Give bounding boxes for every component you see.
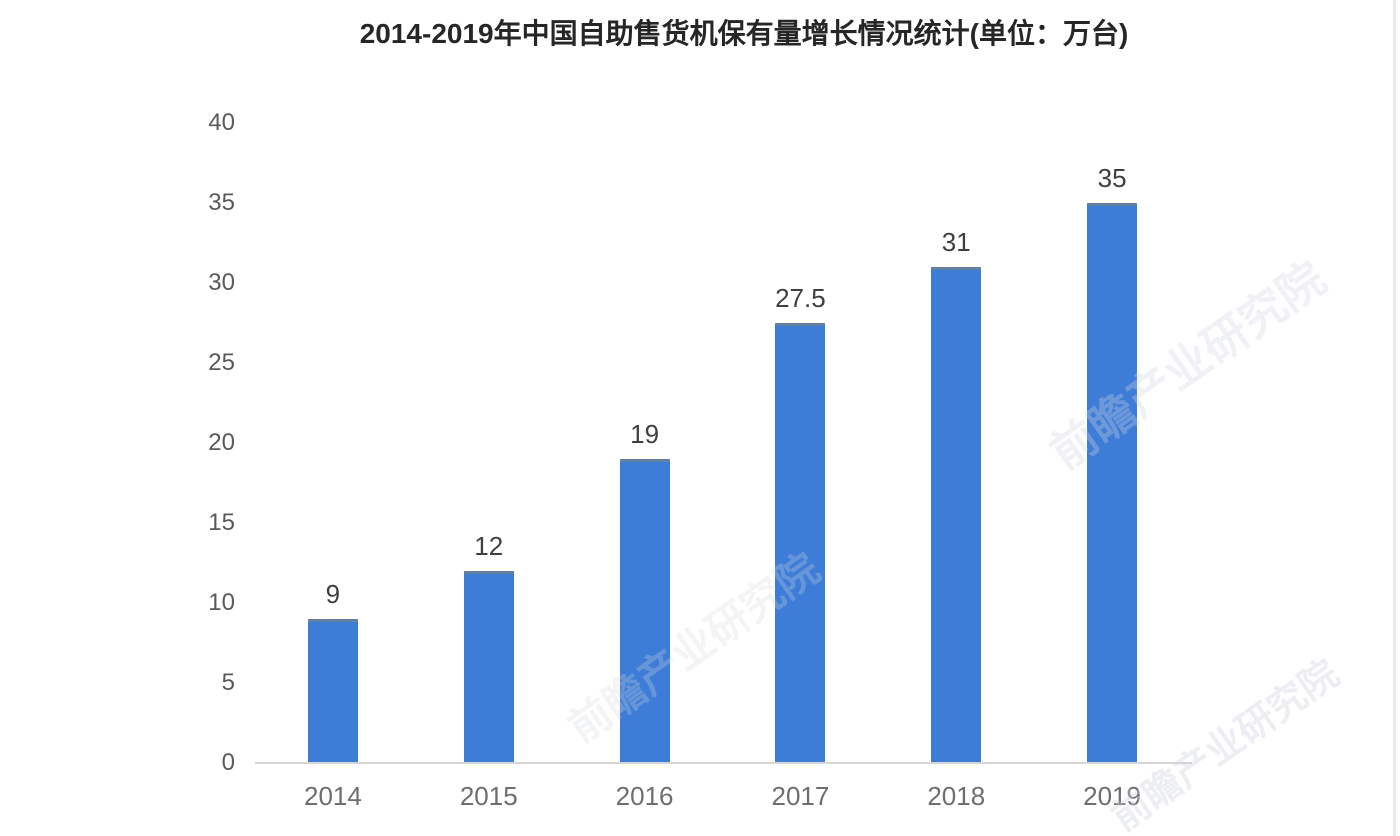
plot-area: 9 12 19 27.5 31 35 <box>255 123 1190 763</box>
bar-2016 <box>619 459 670 763</box>
y-tick-label: 15 <box>208 509 235 536</box>
bar-value-label: 12 <box>474 531 504 561</box>
x-tick-label-2019: 2019 <box>1083 781 1141 811</box>
bar-2017 <box>775 323 826 763</box>
y-tick-label: 30 <box>208 269 235 296</box>
bar-value-label: 31 <box>941 227 971 257</box>
x-tick-label-2015: 2015 <box>459 781 518 811</box>
bar-2018 <box>931 267 982 763</box>
x-tick-label-2017: 2017 <box>771 781 830 811</box>
y-tick-label: 10 <box>208 589 235 616</box>
bar-value-label: 9 <box>325 579 341 609</box>
x-tick-label-2018: 2018 <box>927 781 986 811</box>
y-tick-label: 0 <box>221 749 235 776</box>
y-tick-label: 5 <box>221 669 235 696</box>
bar-2015 <box>463 571 514 763</box>
y-tick-label: 20 <box>208 429 235 456</box>
bar-value-label: 35 <box>1097 163 1127 193</box>
x-axis-line <box>255 762 1192 764</box>
right-edge-line <box>1393 0 1396 836</box>
bar-2014 <box>307 619 358 763</box>
bar-value-label: 27.5 <box>775 283 826 313</box>
bar-value-label: 19 <box>630 419 660 449</box>
y-tick-label: 35 <box>208 189 235 216</box>
x-tick-label-2014: 2014 <box>303 781 362 811</box>
bar-2019 <box>1087 203 1138 763</box>
y-tick-label: 25 <box>208 349 235 376</box>
x-tick-label-2016: 2016 <box>615 781 674 811</box>
y-tick-label: 40 <box>208 109 235 136</box>
chart-title: 2014-2019年中国自助售货机保有量增长情况统计(单位：万台) <box>359 18 1129 49</box>
